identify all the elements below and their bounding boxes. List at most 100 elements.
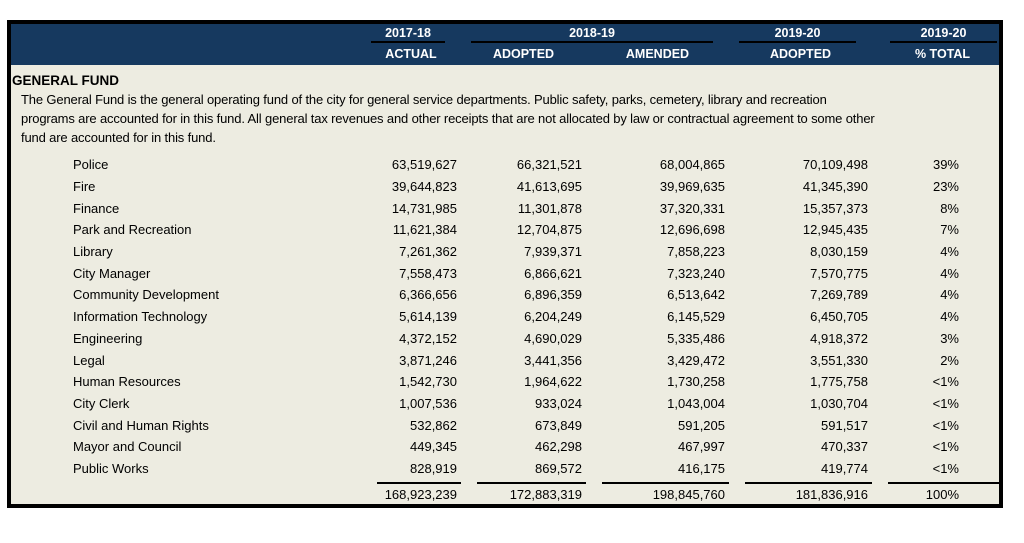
cell-amended-2018-19: 1,730,258 bbox=[667, 374, 725, 390]
table-row: Legal 3,871,246 3,441,356 3,429,472 3,551,33… bbox=[11, 349, 999, 371]
section-title-row: GENERAL FUND bbox=[11, 65, 999, 90]
year-label: 2017-18 bbox=[385, 26, 431, 40]
header-year-2019-20-adopted: 2019-20 bbox=[729, 24, 872, 43]
year-underline: 2019-20 bbox=[739, 26, 856, 43]
table-row: Public Works 828,919 869,572 416,175 419,774… bbox=[11, 458, 999, 480]
cell-adopted-2018-19: 3,441,356 bbox=[524, 352, 582, 368]
total-label-cell bbox=[11, 479, 361, 504]
year-underline: 2018-19 bbox=[471, 26, 713, 43]
cell-actual-2017-18: 828,919 bbox=[410, 460, 457, 476]
cell-adopted-2018-19: 6,866,621 bbox=[524, 265, 582, 281]
description-line: fund are accounted for in this fund. bbox=[21, 130, 216, 145]
year-label: 2018-19 bbox=[569, 26, 615, 40]
cell-adopted-2019-20: 6,450,705 bbox=[810, 309, 868, 325]
header-year-2018-19: 2018-19 bbox=[461, 24, 729, 43]
table-row: Engineering 4,372,152 4,690,029 5,335,486 4,… bbox=[11, 328, 999, 350]
cell-adopted-2019-20: 470,337 bbox=[821, 439, 868, 455]
cell-actual-2017-18: 1,007,536 bbox=[399, 395, 457, 411]
cell-adopted-2019-20: 7,570,775 bbox=[810, 265, 868, 281]
cell-amended-2018-19: 467,997 bbox=[678, 439, 725, 455]
cell-pct-total: <1% bbox=[932, 395, 959, 411]
total-underline: 181,836,916 bbox=[745, 481, 872, 502]
table-row: Finance 14,731,985 11,301,878 37,320,331 15,… bbox=[11, 197, 999, 219]
cell-pct-total: <1% bbox=[932, 460, 959, 476]
cell-adopted-2018-19: 869,572 bbox=[535, 460, 582, 476]
table-row: Community Development 6,366,656 6,896,359 6… bbox=[11, 284, 999, 306]
row-label: Engineering bbox=[73, 330, 143, 346]
cell-adopted-2018-19: 933,024 bbox=[535, 395, 582, 411]
total-actual-2017-18: 168,923,239 bbox=[361, 479, 461, 504]
header-actual: ACTUAL bbox=[361, 43, 461, 65]
cell-adopted-2018-19: 4,690,029 bbox=[524, 330, 582, 346]
total-underline: 100% bbox=[888, 481, 999, 502]
cell-pct-total: 2% bbox=[940, 352, 959, 368]
row-label: Mayor and Council bbox=[73, 439, 182, 455]
year-label: 2019-20 bbox=[920, 26, 967, 40]
header-adopted-2019-20: ADOPTED bbox=[729, 43, 872, 65]
cell-amended-2018-19: 416,175 bbox=[678, 460, 725, 476]
table-row: Human Resources 1,542,730 1,964,622 1,730,2… bbox=[11, 371, 999, 393]
general-fund-budget-table: 2017-18 2018-19 2019-20 bbox=[7, 20, 1003, 509]
cell-actual-2017-18: 449,345 bbox=[410, 439, 457, 455]
total-adopted-2018-19: 172,883,319 bbox=[461, 479, 586, 504]
table-body: GENERAL FUND The General Fund is the gen… bbox=[11, 65, 999, 504]
cell-amended-2018-19: 1,043,004 bbox=[667, 395, 725, 411]
cell-actual-2017-18: 1,542,730 bbox=[399, 374, 457, 390]
row-label: City Manager bbox=[73, 265, 151, 281]
cell-amended-2018-19: 6,145,529 bbox=[667, 309, 725, 325]
cell-amended-2018-19: 591,205 bbox=[678, 417, 725, 433]
row-label: Legal bbox=[73, 352, 105, 368]
year-label: 2019-20 bbox=[774, 26, 821, 40]
table-row: City Clerk 1,007,536 933,024 1,043,004 1,030… bbox=[11, 393, 999, 415]
cell-adopted-2019-20: 591,517 bbox=[821, 417, 868, 433]
cell-adopted-2019-20: 3,551,330 bbox=[810, 352, 868, 368]
total-value: 181,836,916 bbox=[795, 486, 868, 502]
total-adopted-2019-20: 181,836,916 bbox=[729, 479, 872, 504]
row-label: City Clerk bbox=[73, 395, 130, 411]
table-row: Information Technology 5,614,139 6,204,249… bbox=[11, 306, 999, 328]
table-row: Park and Recreation 11,621,384 12,704,875 1… bbox=[11, 219, 999, 241]
header-pct-total: % TOTAL bbox=[872, 43, 999, 65]
cell-amended-2018-19: 68,004,865 bbox=[659, 157, 725, 173]
cell-amended-2018-19: 12,696,698 bbox=[659, 222, 725, 238]
cell-amended-2018-19: 5,335,486 bbox=[667, 330, 725, 346]
cell-amended-2018-19: 39,969,635 bbox=[659, 179, 725, 195]
row-label: Information Technology bbox=[73, 309, 208, 325]
cell-adopted-2018-19: 41,613,695 bbox=[516, 179, 582, 195]
cell-pct-total: <1% bbox=[932, 417, 959, 433]
cell-pct-total: 23% bbox=[932, 179, 959, 195]
cell-adopted-2019-20: 1,030,704 bbox=[810, 395, 868, 411]
cell-adopted-2019-20: 15,357,373 bbox=[802, 200, 868, 216]
cell-adopted-2019-20: 12,945,435 bbox=[802, 222, 868, 238]
total-row: 168,923,239 172,883,319 198,845,760 181,… bbox=[11, 479, 999, 504]
header-amended-2018-19: AMENDED bbox=[586, 43, 729, 65]
cell-adopted-2019-20: 419,774 bbox=[821, 460, 868, 476]
table-header: 2017-18 2018-19 2019-20 bbox=[11, 24, 999, 65]
cell-pct-total: 3% bbox=[940, 330, 959, 346]
cell-adopted-2018-19: 673,849 bbox=[535, 417, 582, 433]
row-label: Fire bbox=[73, 179, 96, 195]
header-year-row: 2017-18 2018-19 2019-20 bbox=[11, 24, 999, 43]
row-label: Public Works bbox=[73, 460, 149, 476]
total-value: 172,883,319 bbox=[509, 486, 582, 502]
cell-pct-total: 4% bbox=[940, 287, 959, 303]
year-underline: 2017-18 bbox=[371, 26, 445, 43]
row-label: Human Resources bbox=[73, 374, 181, 390]
table-row: Civil and Human Rights 532,862 673,849 591,… bbox=[11, 414, 999, 436]
cell-amended-2018-19: 37,320,331 bbox=[659, 200, 725, 216]
cell-amended-2018-19: 7,858,223 bbox=[667, 244, 725, 260]
row-label: Police bbox=[73, 157, 109, 173]
cell-pct-total: 4% bbox=[940, 244, 959, 260]
section-description-row: The General Fund is the general operatin… bbox=[11, 90, 999, 154]
total-underline: 198,845,760 bbox=[602, 481, 729, 502]
cell-adopted-2019-20: 1,775,758 bbox=[810, 374, 868, 390]
total-pct: 100% bbox=[872, 479, 999, 504]
cell-adopted-2018-19: 462,298 bbox=[535, 439, 582, 455]
cell-actual-2017-18: 11,621,384 bbox=[392, 222, 457, 238]
cell-actual-2017-18: 3,871,246 bbox=[399, 352, 457, 368]
cell-pct-total: 8% bbox=[940, 200, 959, 216]
total-value: 198,845,760 bbox=[652, 486, 725, 502]
header-adopted-2018-19: ADOPTED bbox=[461, 43, 586, 65]
total-underline: 172,883,319 bbox=[477, 481, 586, 502]
